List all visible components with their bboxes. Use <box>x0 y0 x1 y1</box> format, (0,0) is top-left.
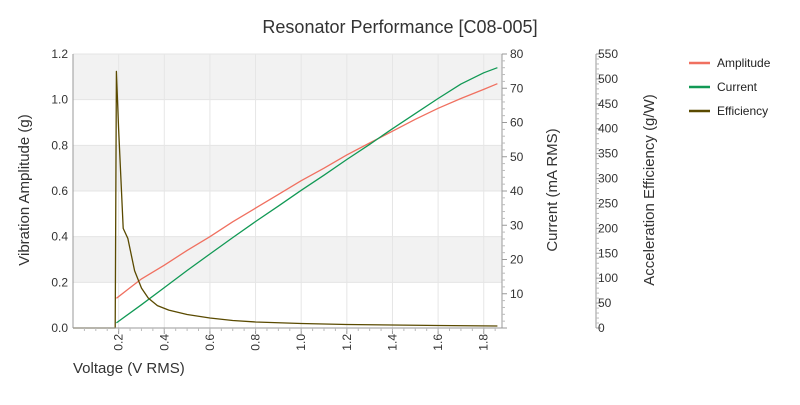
efficiency-tick-label: 200 <box>598 221 618 235</box>
efficiency-tick-label: 300 <box>598 172 618 186</box>
efficiency-tick-label: 250 <box>598 196 618 210</box>
efficiency-tick-label: 150 <box>598 246 618 260</box>
x-tick-label: 0.8 <box>249 334 263 351</box>
efficiency-tick-label: 500 <box>598 72 618 86</box>
background-band <box>73 236 502 283</box>
legend-label-efficiency: Efficiency <box>717 104 768 118</box>
axes <box>72 53 601 334</box>
series-lines <box>73 67 498 329</box>
left-axis-label: Vibration Amplitude (g) <box>16 114 33 265</box>
x-axis-label: Voltage (V RMS) <box>73 360 185 377</box>
x-tick-label: 1.6 <box>431 334 445 351</box>
legend-label-current: Current <box>717 80 758 94</box>
background-band <box>73 54 502 100</box>
amplitude-line <box>116 83 498 299</box>
x-tick-label: 0.4 <box>157 334 171 351</box>
current-tick-label: 40 <box>510 184 524 198</box>
x-tick-label: 1.8 <box>477 334 491 351</box>
left-tick-label: 1.2 <box>51 47 68 61</box>
current-tick-label: 60 <box>510 116 524 130</box>
legend-label-amplitude: Amplitude <box>717 56 771 70</box>
x-tick-label: 1.4 <box>385 334 399 351</box>
efficiency-tick-label: 550 <box>598 47 618 61</box>
legend: Amplitude Current Efficiency <box>689 56 771 118</box>
current-tick-label: 80 <box>510 47 524 61</box>
left-tick-label: 0.6 <box>51 184 68 198</box>
current-tick-label: 10 <box>510 287 524 301</box>
left-tick-label: 0.2 <box>51 275 68 289</box>
efficiency-tick-label: 100 <box>598 271 618 285</box>
x-tick-label: 1.2 <box>340 334 354 351</box>
left-tick-label: 0.4 <box>51 230 68 244</box>
efficiency-tick-label: 350 <box>598 147 618 161</box>
x-tick-label: 0.2 <box>112 334 126 351</box>
x-tick-label: 0.6 <box>203 334 217 351</box>
efficiency-tick-label: 450 <box>598 97 618 111</box>
current-line <box>116 67 498 324</box>
tick-labels: 0.2 0.4 0.6 0.8 1.0 1.2 1.4 1.6 1.8 0.0 0.2 0.4 0.6 0… <box>51 47 618 351</box>
efficiency-tick-label: 400 <box>598 122 618 136</box>
current-tick-label: 50 <box>510 150 524 164</box>
current-tick-label: 70 <box>510 81 524 95</box>
left-tick-label: 0.0 <box>51 321 68 335</box>
x-tick-label: 1.0 <box>294 334 308 351</box>
current-tick-label: 20 <box>510 253 524 267</box>
efficiency-line <box>73 70 498 329</box>
current-tick-label: 30 <box>510 218 524 232</box>
efficiency-axis-label: Acceleration Efficiency (g/W) <box>641 94 658 285</box>
background-bands <box>73 54 502 283</box>
chart-title: Resonator Performance [C08-005] <box>262 17 537 37</box>
grid-lines <box>73 53 502 329</box>
current-axis-label: Current (mA RMS) <box>544 128 561 251</box>
left-tick-label: 1.0 <box>51 93 68 107</box>
background-band <box>73 145 502 191</box>
efficiency-tick-label: 0 <box>598 321 605 335</box>
left-tick-label: 0.8 <box>51 138 68 152</box>
efficiency-tick-label: 50 <box>598 296 612 310</box>
